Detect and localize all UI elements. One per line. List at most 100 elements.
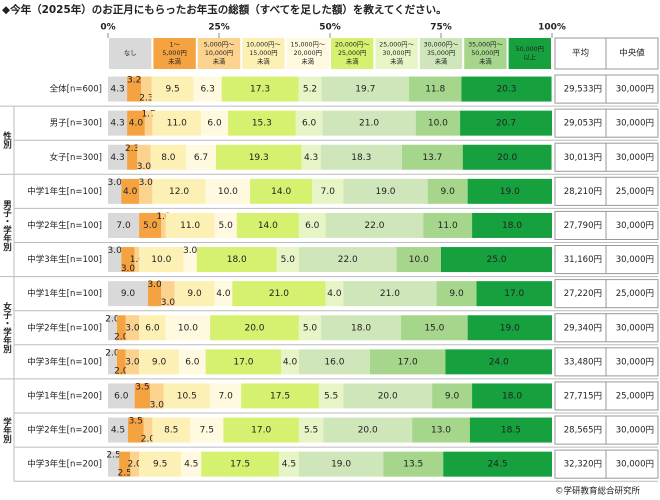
- bar-segment: [119, 451, 131, 477]
- bar-segment: [436, 281, 477, 307]
- bar-segment: [298, 247, 397, 273]
- legend-label: 35,000円～ 50,000円未満: [468, 41, 503, 66]
- bar-segment: [215, 144, 302, 170]
- legend-swatch: [242, 38, 285, 69]
- data-label: 3.0: [107, 246, 122, 256]
- table-value: 33,480円: [564, 357, 602, 367]
- legend-swatch: [197, 38, 241, 69]
- bar-segment: [322, 110, 416, 136]
- bar-segment: [343, 383, 433, 409]
- data-label: 14.0: [258, 221, 278, 231]
- x-tick-label: 50%: [319, 23, 341, 33]
- legend-label: 25,000円～ 30,000円未満: [379, 41, 414, 66]
- bar-segment: [108, 144, 128, 170]
- data-label: 17.0: [398, 357, 418, 367]
- table-cell: [554, 313, 607, 343]
- bar-segment: [108, 349, 117, 375]
- data-label: 6.7: [194, 153, 208, 163]
- data-label: 3.0: [139, 178, 154, 188]
- data-label: 19.0: [500, 323, 520, 333]
- data-label: 11.8: [425, 85, 445, 95]
- bar-segment: [320, 144, 402, 170]
- data-label: 2.3: [125, 144, 139, 154]
- bar-segment: [108, 315, 117, 341]
- bar-segment: [325, 212, 424, 238]
- bar-segment: [298, 315, 322, 341]
- bar-segment: [401, 144, 463, 170]
- row-label: 中学1年生[n=100]: [27, 288, 102, 299]
- bar-segment: [321, 315, 402, 341]
- data-label: 3.2: [127, 76, 141, 86]
- data-label: 3.0: [107, 178, 122, 188]
- bar-segment: [318, 383, 344, 409]
- data-label: 15.0: [424, 323, 444, 333]
- bar-segment: [401, 315, 468, 341]
- bar-segment: [469, 417, 552, 443]
- data-label: 18.0: [351, 323, 371, 333]
- data-label: 3.0: [147, 280, 162, 290]
- table-value: 30,000円: [616, 85, 654, 95]
- bar-segment: [163, 383, 211, 409]
- data-label: 5.0: [218, 221, 233, 231]
- data-label: 18.0: [502, 391, 522, 401]
- table-cell: [554, 108, 607, 138]
- table-value: 28,565円: [564, 426, 602, 436]
- row-label: 中学3年生[n=200]: [27, 459, 102, 470]
- table-cell: [605, 210, 659, 240]
- data-label: 16.0: [324, 357, 344, 367]
- bar-segment: [445, 349, 552, 375]
- table-cell: [554, 142, 607, 172]
- legend-swatch: [109, 38, 152, 69]
- data-label: 7.0: [218, 391, 233, 401]
- data-label: 12.0: [169, 187, 189, 197]
- table-value: 29,340円: [564, 323, 602, 333]
- bar-segment: [298, 76, 322, 102]
- bar-segment: [130, 451, 140, 477]
- chart-title: ◆今年（2025年）のお正月にもらったお年玉の総額（すべてを足した額）を教えてく…: [2, 3, 447, 16]
- bar-segment: [108, 247, 122, 273]
- bar-segment: [161, 212, 166, 238]
- data-label: 4.5: [111, 426, 125, 436]
- bar-segment: [141, 76, 152, 102]
- data-label: 20.7: [496, 119, 516, 129]
- bar-segment: [139, 315, 166, 341]
- table-value: 28,210円: [564, 187, 602, 197]
- data-label: 20.3: [496, 85, 516, 95]
- legend-swatch: [286, 38, 329, 69]
- table-value: 32,320円: [564, 460, 602, 470]
- data-label: 4.0: [327, 289, 342, 299]
- bar-segment: [150, 144, 187, 170]
- data-label: 7.5: [200, 426, 214, 436]
- bar-segment: [108, 451, 120, 477]
- data-label: 10.5: [177, 391, 197, 401]
- table-value: 25,000円: [616, 187, 654, 197]
- bar-segment: [460, 110, 552, 136]
- data-label: 6.0: [302, 119, 317, 129]
- bar-segment: [196, 247, 277, 273]
- bar-segment: [127, 417, 144, 443]
- bar-segment: [147, 281, 162, 307]
- row-label: 男子[n=300]: [50, 119, 102, 129]
- data-label: 4.3: [110, 85, 124, 95]
- data-label: 5.0: [281, 255, 296, 265]
- data-label: 7.0: [321, 187, 336, 197]
- bar-segment: [134, 247, 140, 273]
- bar-segment: [462, 144, 552, 170]
- legend-label: 15,000円～ 20,000円未満: [290, 41, 325, 66]
- legend-label: 20,000円～ 25,000円未満: [335, 41, 370, 66]
- data-label: 20.0: [497, 153, 517, 163]
- data-label: 21.0: [359, 119, 379, 129]
- table-cell: [605, 176, 659, 206]
- data-label: 17.0: [504, 289, 524, 299]
- x-tick-label: 0%: [100, 23, 115, 33]
- table-header: 中央値: [619, 48, 645, 59]
- data-label: 24.5: [488, 460, 508, 470]
- bar-segment: [108, 76, 128, 102]
- table-value: 29,053円: [564, 119, 602, 129]
- bar-segment: [108, 110, 128, 136]
- bar-segment: [205, 349, 282, 375]
- data-label: 10.0: [428, 119, 448, 129]
- table-cell: [605, 279, 659, 309]
- data-label: 2.0: [105, 348, 120, 358]
- bar-segment: [441, 247, 552, 273]
